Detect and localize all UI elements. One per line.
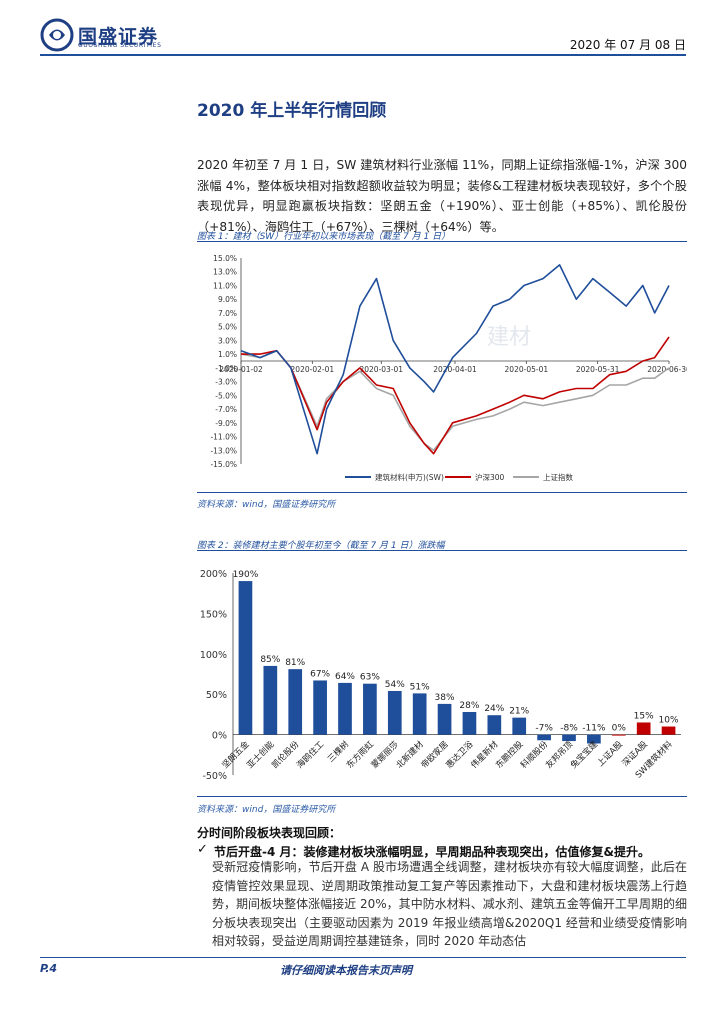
intro-paragraph: 2020 年初至 7 月 1 日，SW 建筑材料行业涨幅 11%，同期上证综指涨… bbox=[197, 158, 687, 234]
series-line bbox=[240, 349, 670, 452]
bar bbox=[412, 693, 427, 735]
footer-disclaimer: 请仔细阅读本报告末页声明 bbox=[280, 964, 412, 977]
figure1-top-rule bbox=[197, 241, 687, 242]
bar bbox=[387, 690, 402, 735]
y-tick-label: 5.0% bbox=[218, 323, 237, 332]
bar-value-label: 190% bbox=[233, 570, 259, 580]
bar-value-label: 15% bbox=[634, 711, 654, 721]
review-bullet: 节后开盘-4 月：装修建材板块涨幅明显，早周期品种表现突出，估值修复&提升。 bbox=[214, 845, 650, 859]
y-tick-label: -15.0% bbox=[210, 460, 237, 469]
y-tick-label: 0% bbox=[212, 731, 227, 742]
x-tick-label: 2020-05-31 bbox=[576, 365, 620, 374]
bar-value-label: 67% bbox=[310, 669, 330, 679]
y-tick-label: -13.0% bbox=[210, 446, 237, 455]
logo bbox=[40, 18, 190, 52]
page-number: P.4 bbox=[40, 962, 58, 975]
series-line bbox=[240, 264, 670, 455]
legend-label: 上证指数 bbox=[543, 472, 573, 482]
figure1-bottom-rule bbox=[197, 492, 687, 493]
bar-value-label: -7% bbox=[535, 724, 553, 734]
bar bbox=[537, 734, 551, 741]
bar bbox=[512, 717, 527, 735]
y-tick-label: 100% bbox=[200, 650, 227, 661]
y-tick-label: 50% bbox=[206, 690, 227, 701]
figure2-caption: 图表 2：装修建材主要个股年初至今（截至 7 月 1 日）涨跌幅 bbox=[197, 541, 445, 551]
y-tick-label: 3.0% bbox=[218, 336, 237, 345]
x-tick-label: 2020-02-01 bbox=[291, 365, 335, 374]
review-body: 受新冠疫情影响，节后开盘 A 股市场遭遇全线调整，建材板块亦有较大幅度调整，此后… bbox=[212, 860, 687, 949]
bar-value-label: 64% bbox=[335, 672, 355, 682]
figure2-source: 资料来源：wind，国盛证券研究所 bbox=[197, 805, 336, 815]
y-tick-label: -11.0% bbox=[210, 433, 237, 442]
bar-value-label: 28% bbox=[459, 701, 479, 711]
y-tick-label: -3.0% bbox=[215, 378, 237, 387]
bar-value-label: 0% bbox=[612, 724, 627, 734]
y-tick-label: -50% bbox=[202, 771, 227, 782]
watermark-text: 建材 bbox=[487, 325, 531, 350]
bar-chart: 200%150%100%50%0%-50%190%坚朗五金85%亚士创能81%凯… bbox=[200, 569, 681, 782]
x-tick-label: 2020-04-01 bbox=[433, 365, 477, 374]
y-tick-label: 1.0% bbox=[218, 350, 237, 359]
bar-value-label: 54% bbox=[385, 680, 405, 690]
figure2-bottom-rule bbox=[197, 796, 687, 797]
bar-value-label: -11% bbox=[582, 724, 606, 734]
bar-value-label: 24% bbox=[484, 704, 504, 714]
series-line bbox=[241, 336, 670, 455]
x-tick-label: 2020-01-02 bbox=[219, 365, 263, 374]
bar-value-label: 63% bbox=[360, 673, 380, 683]
bar bbox=[313, 680, 327, 735]
y-tick-label: 11.0% bbox=[213, 281, 237, 290]
bar-value-label: 81% bbox=[285, 658, 305, 668]
bar-value-label: 85% bbox=[260, 655, 280, 665]
legend-label: 沪深300 bbox=[475, 472, 505, 482]
logo-subtitle: GUOSHENG SECURITIES bbox=[78, 42, 162, 49]
bar bbox=[238, 581, 253, 735]
y-tick-label: 7.0% bbox=[218, 309, 237, 318]
y-tick-label: 13.0% bbox=[213, 268, 237, 277]
logo-icon bbox=[40, 18, 74, 52]
y-tick-label: 200% bbox=[200, 569, 227, 580]
header-divider bbox=[40, 54, 686, 56]
bar-value-label: 51% bbox=[410, 682, 430, 692]
category-label: 上证A股 bbox=[596, 739, 626, 769]
bar bbox=[338, 682, 352, 735]
review-subhead: 分时间阶段板块表现回顾： bbox=[197, 826, 342, 840]
bar bbox=[611, 734, 626, 736]
checkmark-icon: ✓ bbox=[197, 842, 208, 857]
x-tick-label: 2020-03-01 bbox=[359, 365, 403, 374]
y-tick-label: 15.0% bbox=[213, 254, 237, 263]
bar bbox=[288, 669, 303, 735]
bar-value-label: 10% bbox=[659, 716, 679, 726]
category-label: 兔宝宝建 bbox=[568, 739, 600, 771]
bar bbox=[363, 683, 377, 735]
y-tick-label: -7.0% bbox=[215, 405, 237, 414]
bar-value-label: -8% bbox=[560, 724, 578, 734]
bar bbox=[562, 734, 576, 742]
line-chart: 建材 15.0% 13.0% 11.0% 9.0% 7.0% 5.0% 3.0% 1.0% -1.… bbox=[210, 254, 687, 482]
figure2-top-rule bbox=[197, 550, 687, 551]
bar bbox=[462, 711, 477, 735]
bar bbox=[661, 726, 676, 735]
y-tick-label: -5.0% bbox=[215, 391, 237, 400]
figure1-source: 资料来源：wind，国盛证券研究所 bbox=[197, 500, 336, 510]
bar bbox=[636, 722, 651, 735]
section-title: 2020 年上半年行情回顾 bbox=[197, 101, 387, 121]
bar bbox=[587, 734, 601, 744]
figure1-caption: 图表 1：建材（SW）行业年初以来市场表现（截至 7 月 1 日） bbox=[197, 232, 451, 242]
report-date: 2020 年 07 月 08 日 bbox=[569, 38, 686, 52]
bar bbox=[263, 665, 278, 735]
y-tick-label: 150% bbox=[200, 609, 227, 620]
y-tick-label: -9.0% bbox=[215, 419, 237, 428]
bar bbox=[487, 715, 502, 735]
y-tick-label: -1.0% bbox=[215, 364, 237, 373]
y-tick-label: 9.0% bbox=[218, 295, 237, 304]
logo-name: 国盛证券 bbox=[78, 26, 159, 48]
category-label: 海鸥住工 bbox=[294, 739, 326, 771]
bar-value-label: 38% bbox=[435, 693, 455, 703]
footer-divider bbox=[40, 957, 686, 958]
legend-label: 建筑材料(申万)(SW) bbox=[375, 472, 444, 482]
bar-value-label: 21% bbox=[509, 707, 529, 717]
bar bbox=[437, 703, 452, 735]
x-tick-label: 2020-05-01 bbox=[505, 365, 549, 374]
